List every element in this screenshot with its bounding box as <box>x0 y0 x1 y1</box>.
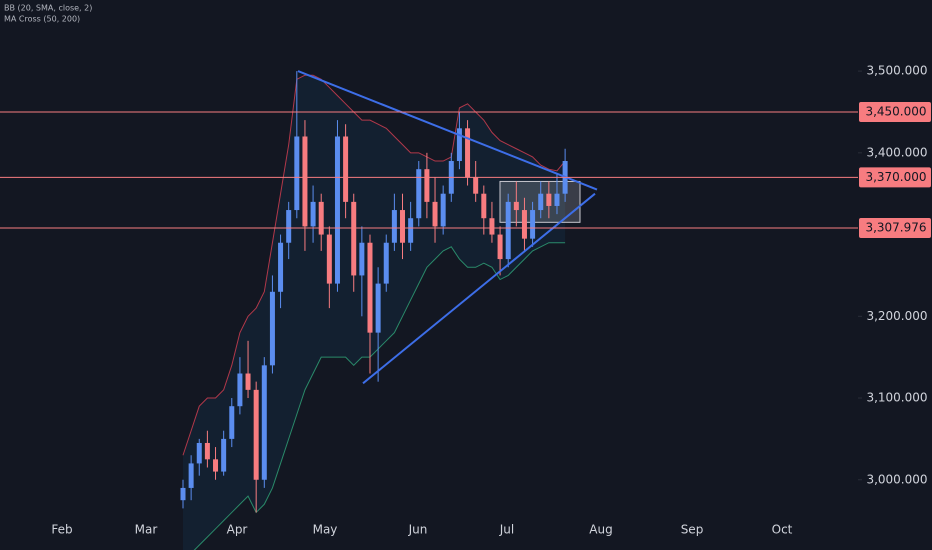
x-tick-label: Sep <box>681 523 704 537</box>
candle-body <box>408 218 414 243</box>
candle-body <box>229 406 235 439</box>
candle-body <box>204 442 210 460</box>
y-tick-label: 3,500.000 <box>866 64 927 78</box>
candle-body <box>375 283 381 333</box>
candle-body <box>513 201 519 211</box>
x-tick-label: Feb <box>51 523 72 537</box>
candle-body <box>359 242 365 276</box>
candle-body <box>269 291 275 366</box>
x-tick-label: Aug <box>589 523 612 537</box>
candle-body <box>286 210 292 243</box>
bb-upper <box>182 74 566 456</box>
candle-body <box>343 136 349 202</box>
candle-body <box>188 463 194 488</box>
level-label-bg <box>859 101 931 122</box>
x-tick-label: May <box>313 523 338 537</box>
candle-body <box>294 136 300 211</box>
candle-body <box>326 234 332 284</box>
candle-body <box>440 193 446 227</box>
candle-body <box>554 193 560 206</box>
level-label: 3,307.976 <box>865 221 926 235</box>
candle-body <box>310 201 316 227</box>
candle-body <box>497 234 503 260</box>
level-label: 3,450.000 <box>865 104 926 118</box>
candle-body <box>391 210 397 243</box>
candle-body <box>416 169 422 219</box>
candle-body <box>367 242 373 333</box>
trendline <box>362 192 596 385</box>
candle-body <box>180 487 186 501</box>
candle-body <box>456 128 462 162</box>
indicator-label: MA Cross (50, 200) <box>4 15 80 24</box>
y-tick-label: 3,200.000 <box>866 309 927 323</box>
indicator-label: BB (20, SMA, close, 2) <box>4 4 92 13</box>
candle-body <box>538 193 544 211</box>
candle-body <box>473 177 479 194</box>
candle-body <box>521 210 527 239</box>
level-label: 3,370.000 <box>865 170 926 184</box>
level-label-bg <box>859 167 931 188</box>
candle-body <box>213 459 219 472</box>
candle-body <box>465 128 471 178</box>
candle-body <box>424 169 430 202</box>
candle-body <box>221 438 227 472</box>
y-tick-label: 3,100.000 <box>866 391 927 405</box>
x-tick-label: Jul <box>499 523 514 537</box>
candle-body <box>237 373 243 407</box>
y-tick-label: 3,400.000 <box>866 145 927 159</box>
candle-body <box>334 136 340 284</box>
candle-body <box>302 136 308 227</box>
candle-body <box>481 193 487 219</box>
x-tick-label: Mar <box>135 523 158 537</box>
trendline <box>297 70 598 191</box>
candle-body <box>400 210 406 243</box>
level-label-bg <box>859 218 931 239</box>
candle-body <box>245 373 251 390</box>
candle-body <box>261 365 267 480</box>
candle-body <box>489 218 495 235</box>
candle-body <box>196 442 202 464</box>
candle-body <box>505 201 511 260</box>
y-tick-label: 3,000.000 <box>866 472 927 486</box>
candle-body <box>351 201 357 276</box>
candle-body <box>530 210 536 239</box>
x-tick-label: Apr <box>227 523 248 537</box>
candle-body <box>383 242 389 284</box>
candle-body <box>253 389 259 480</box>
x-tick-label: Jun <box>408 523 428 537</box>
candle-body <box>432 201 438 227</box>
candle-body <box>318 201 324 235</box>
candle-body <box>278 242 284 292</box>
candle-body <box>546 193 552 206</box>
band-fill <box>183 75 566 550</box>
bb-lower <box>193 242 566 550</box>
x-tick-label: Oct <box>772 523 793 537</box>
